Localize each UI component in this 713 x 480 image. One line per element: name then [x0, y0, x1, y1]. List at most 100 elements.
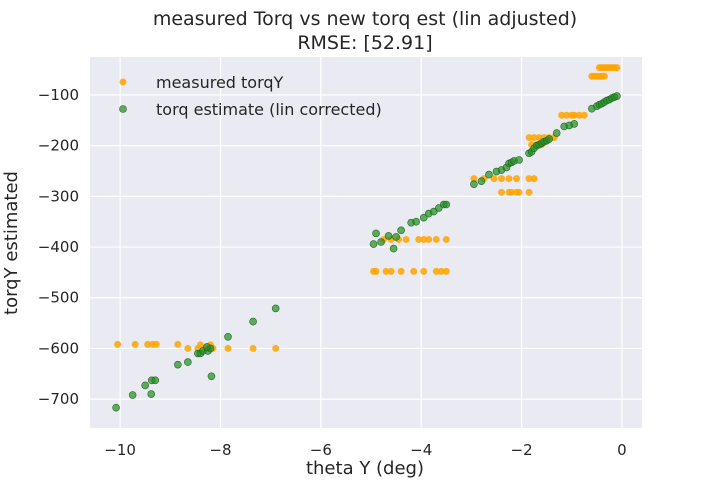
measured-point — [382, 267, 390, 275]
chart-title: measured Torq vs new torq est (lin adjus… — [153, 8, 577, 30]
measured-point — [114, 340, 122, 348]
estimate-point — [419, 213, 428, 222]
x-tick-label: 0 — [617, 441, 627, 459]
measured-point — [152, 340, 160, 348]
estimate-point — [470, 180, 478, 189]
y-tick-label: −300 — [38, 187, 79, 205]
estimate-point — [397, 226, 405, 235]
measured-point — [513, 175, 521, 183]
x-axis-label: theta Y (deg) — [306, 458, 424, 479]
estimate-point — [271, 304, 280, 313]
measured-point — [184, 344, 192, 352]
measured-point — [420, 267, 428, 275]
measured-point — [425, 235, 433, 243]
estimate-point — [249, 317, 257, 326]
estimate-point — [552, 129, 561, 137]
estimate-point — [377, 238, 385, 246]
estimate-point — [485, 170, 493, 179]
x-tick-label: −4 — [410, 441, 432, 459]
measured-point — [131, 340, 139, 348]
estimate-point — [151, 376, 160, 385]
estimate-point — [412, 217, 420, 226]
estimate-point — [477, 177, 486, 185]
chart-subtitle: RMSE: [52.91] — [297, 32, 432, 54]
legend-marker-measured — [119, 78, 127, 86]
plot-background — [90, 57, 642, 428]
estimate-point — [203, 343, 211, 351]
estimate-point — [174, 360, 182, 369]
measured-point — [415, 235, 423, 243]
measured-point — [437, 267, 445, 275]
x-tick-label: −10 — [104, 441, 136, 459]
data-points — [112, 64, 621, 412]
estimate-point — [112, 403, 120, 412]
measured-point — [372, 267, 380, 275]
measured-point — [530, 134, 538, 142]
measured-point — [387, 267, 395, 275]
measured-point — [508, 188, 516, 196]
measured-point — [497, 175, 505, 183]
measured-point — [558, 111, 566, 119]
measured-point — [144, 340, 152, 348]
measured-point — [600, 72, 608, 80]
estimate-point — [141, 381, 149, 390]
estimate-point — [207, 372, 216, 381]
y-tick-label: −600 — [38, 339, 79, 357]
measured-point — [470, 175, 478, 183]
measured-point — [196, 341, 204, 349]
measured-point — [580, 111, 588, 119]
estimate-point — [442, 200, 451, 209]
legend-label-estimate: torq estimate (lin corrected) — [156, 100, 382, 119]
legend-marker-estimate — [119, 105, 127, 113]
measured-point — [420, 235, 428, 243]
measured-point — [442, 235, 450, 243]
grid-lines — [90, 57, 642, 428]
estimate-point — [515, 156, 523, 164]
y-tick-label: −500 — [38, 289, 79, 307]
measured-point — [402, 235, 410, 243]
measured-point — [530, 175, 538, 183]
measured-point — [249, 344, 257, 352]
measured-point — [497, 188, 505, 196]
legend-label-measured: measured torqY — [156, 73, 284, 92]
measured-point — [272, 344, 280, 352]
estimate-point — [147, 390, 156, 398]
measured-point — [432, 267, 440, 275]
measured-point — [224, 344, 232, 352]
measured-point — [505, 175, 513, 183]
measured-point — [397, 267, 405, 275]
measured-point — [535, 134, 543, 142]
estimate-point — [570, 120, 579, 128]
measured-point — [432, 235, 440, 243]
measured-point — [490, 175, 498, 183]
tick-labels: −10 −8 −6 −4 −2 0 −100 −200 −300 −400 −500 −600 −700 — [38, 86, 627, 459]
y-axis-label: torqY estimated — [1, 171, 22, 315]
measured-point — [525, 134, 533, 142]
estimate-point — [392, 233, 400, 241]
estimate-point — [369, 240, 378, 248]
estimate-point — [389, 244, 398, 253]
measured-point — [525, 188, 533, 196]
x-tick-label: −6 — [310, 441, 332, 459]
measured-point — [174, 340, 182, 348]
measured-point — [563, 111, 571, 119]
measured-point — [575, 111, 583, 119]
y-tick-label: −400 — [38, 238, 79, 256]
measured-point — [442, 267, 450, 275]
measured-point — [525, 175, 533, 183]
measured-point — [410, 267, 418, 275]
x-tick-label: −8 — [209, 441, 231, 459]
estimate-point — [224, 332, 232, 341]
estimate-point — [545, 135, 553, 143]
estimate-point — [384, 232, 393, 240]
estimate-point — [184, 358, 192, 366]
x-tick-label: −2 — [511, 441, 533, 459]
measured-point — [570, 111, 578, 119]
estimate-point — [128, 391, 137, 399]
y-tick-label: −100 — [38, 86, 79, 104]
measured-point — [613, 64, 621, 72]
legend: measured torqY torq estimate (lin correc… — [119, 73, 382, 119]
estimate-point — [372, 229, 380, 238]
estimate-point — [613, 92, 621, 100]
